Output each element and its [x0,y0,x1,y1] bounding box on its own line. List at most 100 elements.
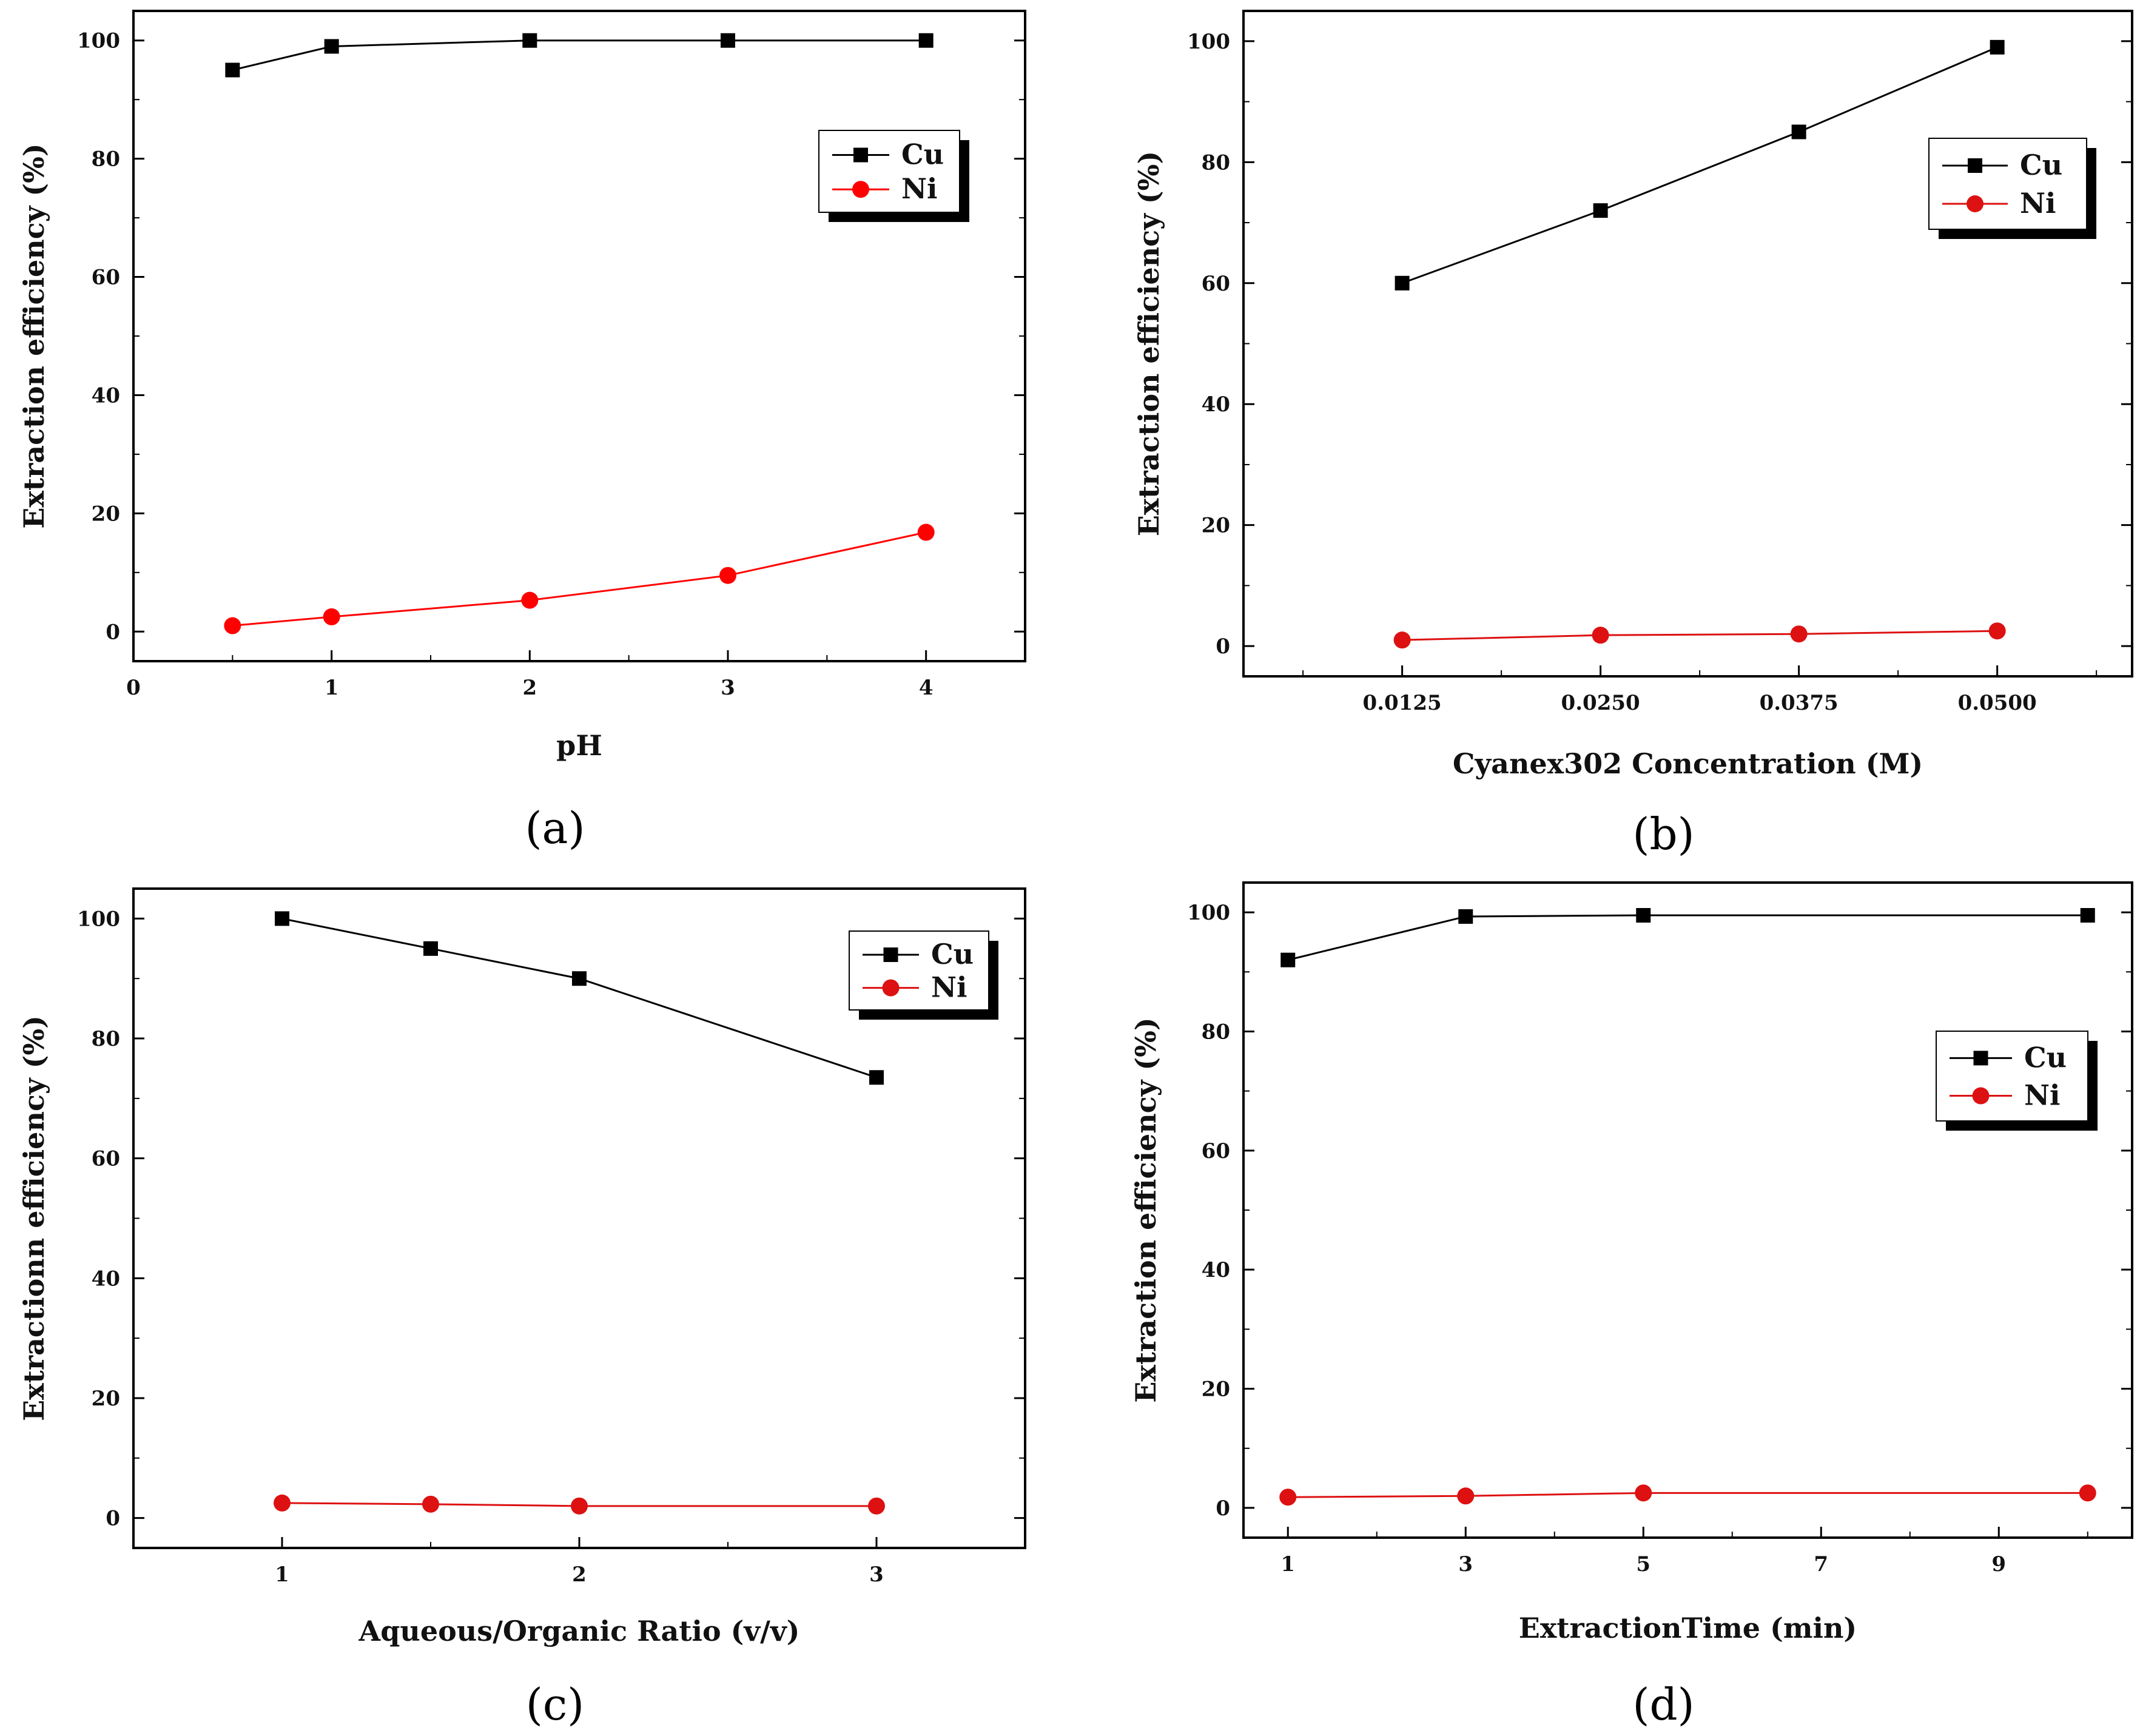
x-tick-label: 0.0500 [1958,691,2037,715]
y-tick-label: 80 [92,147,120,172]
legend-marker-cu [1968,158,1982,173]
x-tick-label: 0.0125 [1363,691,1442,715]
y-tick-label: 100 [77,907,120,931]
data-point-cu [1593,203,1608,218]
y-tick-label: 60 [1202,272,1230,296]
panel-b: 0 20 40 60 80 100 0.0125 0.0250 0.0375 0.0500 Cyan… [1132,10,2133,860]
data-point-cu [918,33,934,48]
legend-label-ni: Ni [901,172,938,205]
y-tick-label: 40 [92,1267,120,1291]
data-point-cu [225,62,240,78]
legend-marker-ni [1967,195,1984,212]
y-tick-label: 60 [1202,1139,1230,1163]
panel-label: (a) [525,802,585,853]
panel-d: 0 20 40 60 80 100 1 3 5 7 9 ExtractionTime (min) Ext… [1129,881,2133,1730]
legend-marker-cu [883,947,898,962]
y-tick-label: 20 [92,1387,120,1411]
x-tick-label: 1 [1280,1552,1295,1576]
legend: Cu Ni [1936,1031,2098,1131]
y-tick-label: 0 [1216,634,1230,659]
series-line-ni [1402,630,1997,641]
data-point-ni [1279,1489,1297,1506]
data-point-ni [224,617,241,634]
data-point-cu [1990,39,2005,55]
x-axis-title: Cyanex302 Concentration (M) [1453,747,1923,780]
y-tick-label: 60 [92,266,120,290]
data-point-cu [1458,909,1473,924]
panel-label: (b) [1632,809,1694,860]
legend-marker-ni [882,979,900,997]
data-point-ni [1790,625,1808,643]
y-axis-title: Extractionn efficiency (%) [18,1015,50,1421]
data-point-cu [1791,124,1806,140]
y-tick-label: 20 [1202,514,1230,538]
data-point-ni [1457,1487,1475,1505]
y-axis-title: Extraction efficiency (%) [1129,1017,1162,1402]
y-tick-label: 0 [106,1507,120,1531]
x-tick-label: 2 [572,1563,587,1587]
y-tick-label: 100 [1187,901,1230,925]
y-tick-label: 40 [92,383,120,408]
data-point-ni [1635,1484,1652,1502]
legend-label-cu: Cu [2024,1041,2067,1074]
legend-label-cu: Cu [901,138,944,171]
y-tick-label: 100 [1187,30,1230,54]
panel-label: (c) [526,1679,585,1730]
x-tick-label: 3 [869,1563,884,1587]
series-line-cu [1287,914,2088,961]
data-point-ni [274,1494,291,1512]
y-tick-label: 40 [1202,1258,1230,1282]
plot-frame [1242,881,2133,1539]
legend-box [849,930,989,1011]
legend-marker-ni [852,181,869,198]
data-point-ni [521,591,539,609]
y-tick-label: 20 [1202,1378,1230,1402]
y-axis-title: Extraction efficiency (%) [18,143,50,528]
legend-box [818,130,960,213]
y-tick-label: 0 [1216,1496,1230,1521]
data-point-cu [869,1070,884,1085]
series-line-cu [1402,46,1998,284]
y-tick-label: 0 [106,620,120,644]
panel-c: 0 20 40 60 80 100 1 2 3 Aqueous/Organic Ratio (v/… [18,887,1026,1730]
x-tick-label: 3 [1458,1552,1473,1576]
data-point-cu [721,33,735,48]
x-tick-label: 7 [1814,1552,1828,1576]
y-tick-label: 80 [92,1027,120,1051]
data-point-cu [1636,908,1651,923]
x-axis-title: pH [556,729,602,762]
data-point-ni [2079,1484,2096,1502]
x-tick-label: 1 [275,1563,289,1587]
data-point-cu [2080,908,2095,923]
x-tick-label: 5 [1636,1552,1650,1576]
data-point-ni [719,567,736,584]
data-point-cu [1395,275,1410,291]
x-tick-label: 0 [126,676,141,700]
plot-frame [132,10,1026,662]
x-tick-label: 0.0250 [1561,691,1640,715]
legend-label-ni: Ni [931,971,967,1004]
data-point-ni [571,1497,588,1515]
series-line-cu [281,917,877,1078]
y-axis-title: Extraction efficiency (%) [1132,151,1165,536]
data-point-ni [1393,631,1411,649]
y-tick-label: 60 [92,1147,120,1171]
x-tick-label: 3 [721,676,735,700]
panel-label: (d) [1632,1679,1694,1730]
panel-a: 0 20 40 60 80 100 0 1 2 3 4 pH Extraction efficiency… [18,10,1026,853]
legend-label-cu: Cu [931,938,974,971]
x-tick-label: 9 [1991,1552,2006,1576]
data-point-ni [1988,622,2006,640]
legend-label-ni: Ni [2024,1079,2061,1112]
data-point-ni [1592,627,1609,644]
x-tick-label: 4 [919,676,934,700]
data-point-cu [522,33,537,48]
data-point-cu [324,39,339,54]
x-tick-label: 1 [325,676,339,700]
legend-marker-cu [853,147,868,163]
legend-box [1928,138,2087,230]
y-tick-label: 80 [1202,1020,1230,1044]
data-point-ni [422,1495,439,1513]
series-line-ni [281,1502,877,1507]
